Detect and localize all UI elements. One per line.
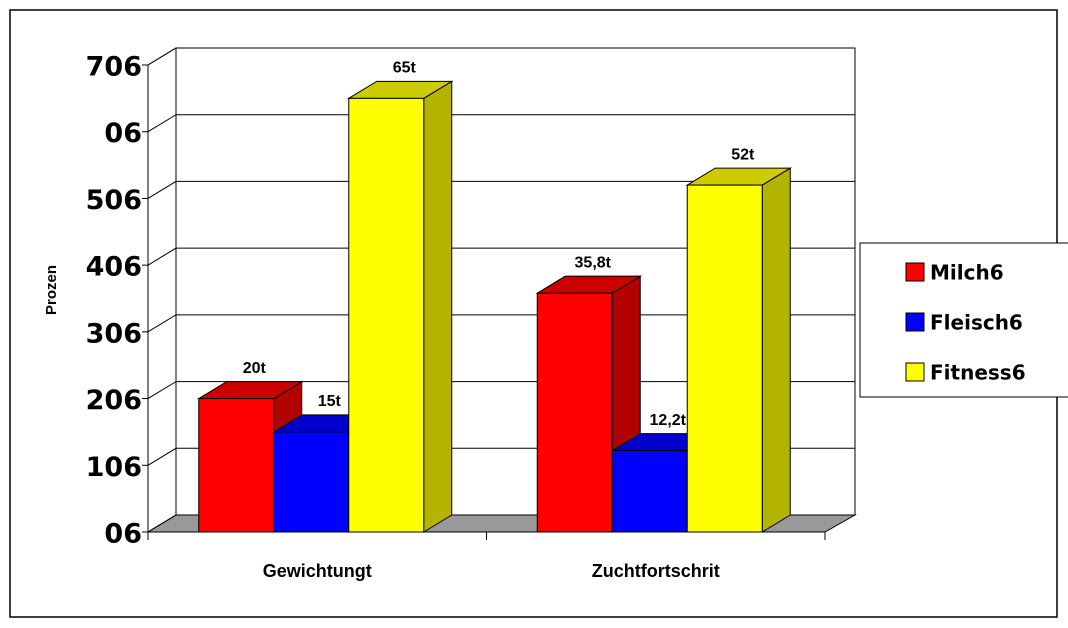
bar — [686, 184, 763, 533]
y-tick-label: 106 — [86, 452, 142, 483]
y-tick-label: 506 — [86, 185, 142, 216]
y-tick-label: 306 — [86, 318, 142, 349]
data-label: 20t — [243, 360, 267, 377]
legend-label: Fitness6 — [930, 361, 1026, 385]
legend-swatch — [905, 362, 925, 382]
data-label: 12,2t — [650, 412, 687, 429]
bar-side — [423, 80, 453, 533]
grid-line — [147, 180, 855, 199]
data-label: 15t — [318, 393, 342, 410]
y-tick-label: 706 — [86, 52, 142, 83]
y-tick-label: 406 — [86, 252, 142, 283]
bar — [611, 450, 688, 533]
data-label: 35,8t — [575, 254, 612, 271]
bar — [273, 431, 350, 533]
legend-box — [859, 242, 1068, 398]
bar — [348, 97, 425, 533]
x-tick-label: Gewichtungt — [263, 561, 372, 581]
y-tick-label: 06 — [104, 118, 142, 149]
bar — [198, 398, 275, 533]
legend-swatch — [905, 312, 925, 332]
grid-line — [147, 114, 855, 133]
grid-line — [147, 247, 855, 266]
data-label: 65t — [393, 60, 417, 77]
data-label: 52t — [731, 146, 755, 163]
legend-label: Fleisch6 — [930, 311, 1023, 335]
bar — [536, 292, 613, 533]
y-tick-label: 206 — [86, 385, 142, 416]
legend-swatch — [905, 262, 925, 282]
grid-line — [147, 47, 855, 66]
bar-side — [761, 167, 791, 533]
y-axis-label: Prozen — [43, 265, 60, 315]
legend-label: Milch6 — [930, 261, 1004, 285]
x-tick-label: Zuchtfortschrit — [592, 561, 720, 581]
side-wall — [147, 47, 177, 533]
y-tick-label: 06 — [104, 519, 142, 550]
